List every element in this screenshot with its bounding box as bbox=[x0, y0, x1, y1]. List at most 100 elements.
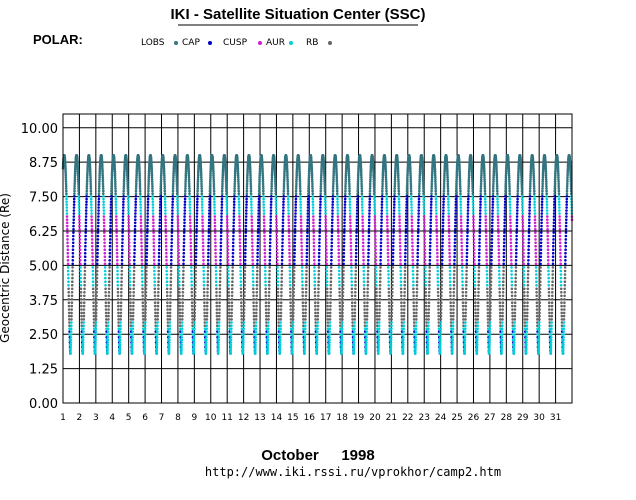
orbit-point-rb bbox=[279, 311, 283, 315]
orbit-point-aur bbox=[353, 333, 356, 336]
orbit-point-rb bbox=[427, 318, 430, 321]
orbit-point-cap bbox=[280, 259, 284, 262]
orbit-point-cusp bbox=[312, 238, 316, 241]
orbit-point-rb bbox=[301, 294, 305, 298]
orbit-point-lobs bbox=[175, 182, 179, 186]
orbit-point-cap bbox=[354, 248, 358, 251]
orbit-point-rb bbox=[142, 324, 145, 328]
orbit-point-aur bbox=[229, 336, 233, 339]
orbit-point-rb bbox=[304, 314, 307, 318]
orbit-point-aur bbox=[177, 276, 181, 280]
orbit-point-cap bbox=[134, 200, 137, 204]
orbit-point-aur bbox=[398, 209, 401, 212]
orbit-point-lobs bbox=[89, 178, 92, 181]
orbit-point-rb bbox=[156, 294, 160, 298]
orbit-point-cap bbox=[269, 231, 272, 234]
orbit-point-aur bbox=[217, 330, 221, 333]
orbit-point-rb bbox=[107, 298, 111, 301]
orbit-point-lobs bbox=[347, 174, 351, 177]
orbit-point-cusp bbox=[374, 238, 377, 241]
orbit-point-aur bbox=[65, 195, 68, 198]
orbit-point-cusp bbox=[66, 231, 69, 234]
orbit-point-cap bbox=[367, 259, 370, 262]
orbit-point-cusp bbox=[78, 231, 81, 234]
orbit-point-cap bbox=[122, 197, 125, 201]
orbit-point-aur bbox=[200, 203, 204, 206]
orbit-point-cusp bbox=[288, 262, 292, 266]
orbit-point-lobs bbox=[224, 176, 228, 179]
orbit-point-cap bbox=[134, 206, 137, 209]
orbit-point-cusp bbox=[90, 231, 94, 234]
orbit-point-cap bbox=[307, 195, 310, 198]
orbit-point-cusp bbox=[213, 221, 217, 225]
orbit-point-rb bbox=[104, 308, 108, 311]
orbit-point-cap bbox=[269, 218, 273, 221]
orbit-point-aur bbox=[362, 283, 366, 287]
orbit-point-cusp bbox=[422, 218, 426, 221]
orbit-point-rb bbox=[363, 318, 367, 321]
orbit-point-aur bbox=[212, 195, 216, 198]
orbit-point-lobs bbox=[368, 184, 372, 188]
orbit-point-cusp bbox=[127, 218, 130, 221]
orbit-point-lobs bbox=[274, 187, 277, 190]
orbit-point-lobs bbox=[110, 184, 113, 188]
orbit-point-rb bbox=[203, 298, 206, 301]
orbit-point-lobs bbox=[163, 180, 166, 183]
orbit-point-aur bbox=[291, 341, 294, 344]
orbit-point-lobs bbox=[102, 192, 105, 195]
orbit-point-rb bbox=[387, 304, 391, 308]
orbit-point-lobs bbox=[187, 180, 191, 183]
orbit-point-rb bbox=[415, 304, 418, 308]
orbit-point-lobs bbox=[332, 176, 335, 179]
orbit-point-rb bbox=[436, 291, 440, 294]
orbit-point-aur bbox=[365, 343, 368, 347]
orbit-point-rb bbox=[354, 276, 357, 280]
orbit-point-cusp bbox=[164, 224, 167, 228]
orbit-point-lobs bbox=[237, 184, 240, 188]
orbit-point-aur bbox=[422, 212, 426, 215]
orbit-point-cusp bbox=[201, 244, 205, 248]
orbit-point-cap bbox=[282, 197, 285, 201]
orbit-point-aur bbox=[291, 333, 295, 336]
orbit-point-lobs bbox=[172, 172, 175, 175]
orbit-point-rb bbox=[277, 311, 280, 315]
orbit-point-rb bbox=[83, 291, 86, 294]
orbit-point-lobs bbox=[344, 182, 347, 186]
orbit-point-lobs bbox=[196, 174, 200, 177]
orbit-point-lobs bbox=[421, 180, 425, 183]
orbit-point-rb bbox=[329, 280, 333, 284]
orbit-point-rb bbox=[193, 291, 197, 294]
orbit-point-rb bbox=[178, 314, 182, 318]
orbit-point-cap bbox=[257, 212, 260, 215]
orbit-point-cap bbox=[146, 231, 149, 234]
orbit-point-cap bbox=[121, 218, 125, 221]
orbit-point-cusp bbox=[361, 228, 365, 231]
orbit-point-cap bbox=[343, 195, 347, 198]
orbit-point-lobs bbox=[147, 182, 150, 186]
orbit-point-lobs bbox=[85, 187, 89, 190]
orbit-point-rb bbox=[202, 291, 206, 294]
orbit-point-rb bbox=[416, 266, 419, 269]
orbit-point-cusp bbox=[91, 244, 94, 248]
orbit-point-rb bbox=[415, 311, 418, 315]
orbit-point-aur bbox=[288, 283, 292, 287]
orbit-point-aur bbox=[291, 324, 295, 328]
orbit-point-cusp bbox=[386, 248, 390, 251]
orbit-point-lobs bbox=[221, 176, 224, 179]
orbit-point-rb bbox=[428, 276, 431, 280]
orbit-point-rb bbox=[437, 324, 441, 328]
orbit-point-cap bbox=[120, 262, 124, 266]
orbit-point-cap bbox=[367, 251, 370, 255]
orbit-point-aur bbox=[79, 269, 82, 273]
orbit-point-cusp bbox=[361, 231, 365, 234]
orbit-point-cap bbox=[428, 244, 432, 248]
orbit-point-aur bbox=[360, 195, 364, 198]
orbit-point-cap bbox=[220, 215, 223, 218]
orbit-point-lobs bbox=[236, 170, 240, 173]
orbit-point-lobs bbox=[110, 192, 113, 195]
orbit-point-lobs bbox=[335, 187, 339, 190]
orbit-point-rb bbox=[193, 314, 196, 318]
orbit-point-aur bbox=[338, 283, 341, 287]
orbit-point-cap bbox=[280, 255, 284, 258]
orbit-point-cap bbox=[257, 206, 261, 209]
